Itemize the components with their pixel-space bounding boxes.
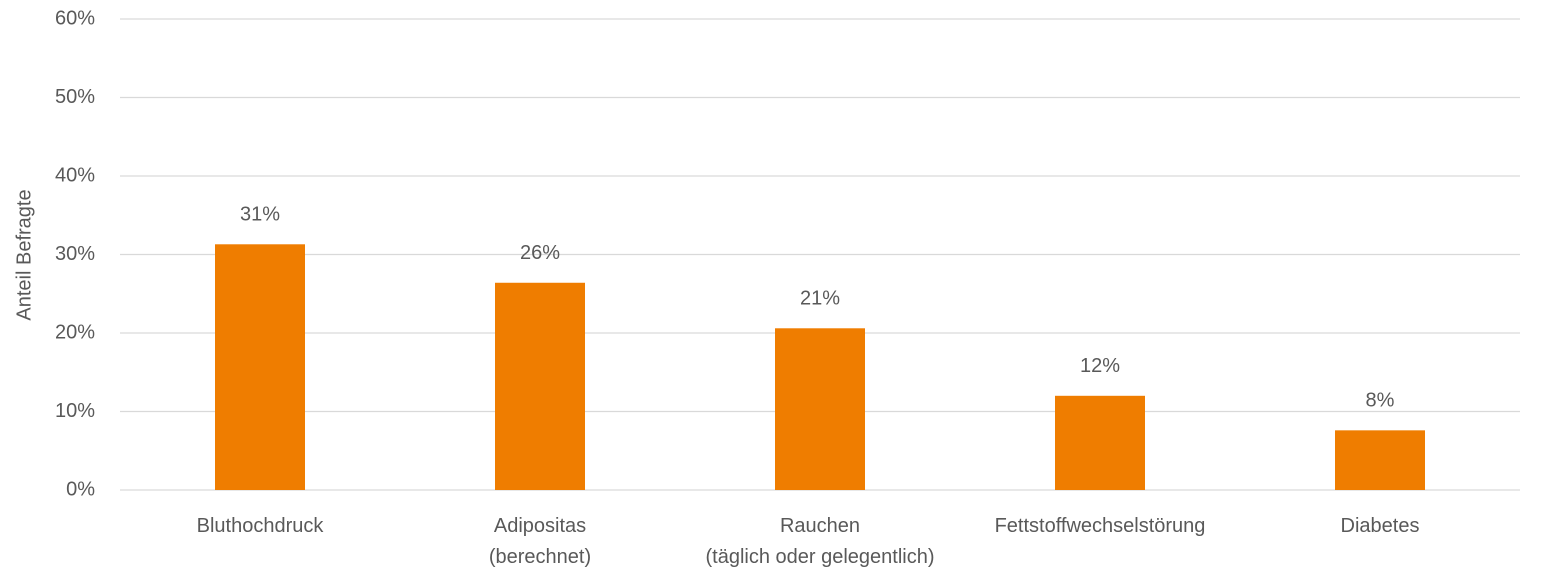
bar [1335,430,1425,490]
y-tick-label: 30% [55,243,95,265]
bar [495,282,585,490]
x-tick-label: Bluthochdruck [197,515,325,537]
value-label: 26% [520,242,560,264]
y-tick-label: 60% [55,7,95,29]
bar [1055,395,1145,490]
value-label: 31% [240,204,280,226]
y-tick-label: 0% [66,478,95,500]
bar [775,328,865,490]
y-tick-label: 50% [55,86,95,108]
x-tick-label: Fettstoffwechselstörung [995,515,1206,537]
y-axis-label: Anteil Befragte [13,189,35,320]
bar [215,244,305,490]
x-tick-label: Adipositas (berechnet) [489,515,591,568]
y-tick-label: 10% [55,400,95,422]
x-tick-label: Rauchen (täglich oder gelegentlich) [705,515,934,568]
value-label: 21% [800,288,840,310]
y-tick-label: 40% [55,164,95,186]
value-label: 12% [1080,355,1120,377]
x-tick-label: Diabetes [1341,515,1420,537]
y-tick-label: 20% [55,321,95,343]
value-label: 8% [1366,390,1395,412]
